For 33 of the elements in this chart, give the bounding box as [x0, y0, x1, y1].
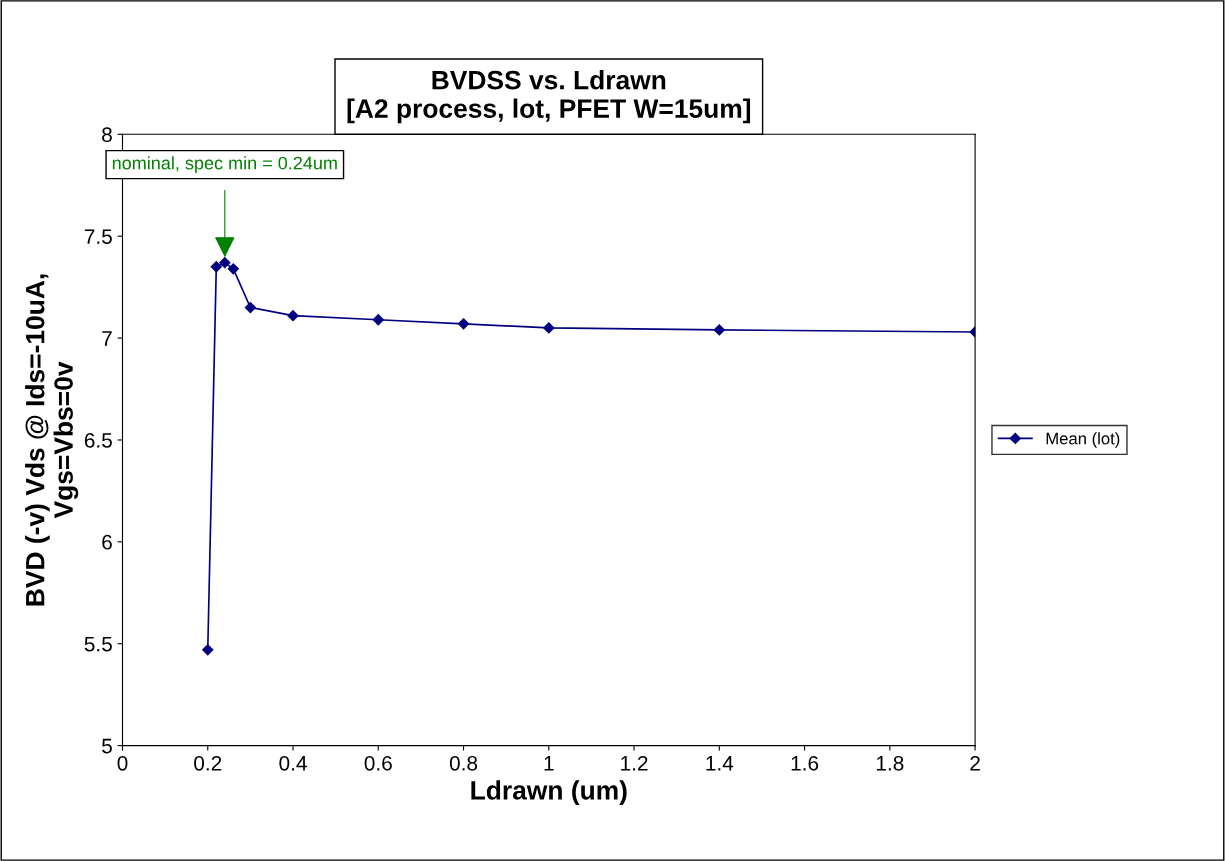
point	[372, 314, 384, 326]
y-tick-label: 5.5	[84, 636, 112, 652]
x-tick-label: 1.2	[621, 755, 648, 771]
x-tick-label: 0.8	[449, 755, 478, 771]
point	[457, 318, 470, 330]
x-tick-label: 1.4	[706, 756, 734, 771]
y-axis-title: BVD (-v) Vds @ Ids=-10uA, Vgs=Vbs=0v	[25, 274, 79, 606]
x-tick-label: 2	[970, 755, 980, 771]
x-tick-label: 1.6	[791, 755, 819, 771]
y-tick-label: 7	[102, 331, 112, 346]
point	[244, 301, 256, 314]
x-tick-label: 0.6	[364, 755, 392, 771]
point	[227, 263, 239, 275]
point	[287, 310, 299, 322]
x-axis-title: Ldrawn (um)	[471, 780, 627, 805]
x-tick-label: 1	[544, 756, 554, 771]
y-tick-label: 6.5	[84, 432, 112, 448]
x-tick-label: 0.2	[194, 755, 222, 771]
y-tick-label: 8	[102, 127, 112, 143]
y-tick-label: 5	[102, 738, 112, 754]
x-tick-label: 1.8	[876, 755, 904, 771]
y-tick-label: 6	[102, 534, 112, 550]
y-tick-label: 7.5	[84, 229, 112, 244]
annotation: nominal, spec min = 0.24um	[112, 156, 337, 174]
point	[202, 644, 214, 656]
x-tick-label: 0.4	[279, 755, 307, 771]
chart-title: BVDSS vs. Ldrawn [A2 process, lot, PFET W=15um]	[347, 70, 751, 124]
point	[210, 261, 222, 273]
x-tick-label: 0	[117, 755, 128, 771]
legend-label: Mean (lot)	[1046, 432, 1120, 448]
point	[713, 324, 725, 336]
point	[219, 257, 231, 269]
point	[543, 322, 555, 334]
